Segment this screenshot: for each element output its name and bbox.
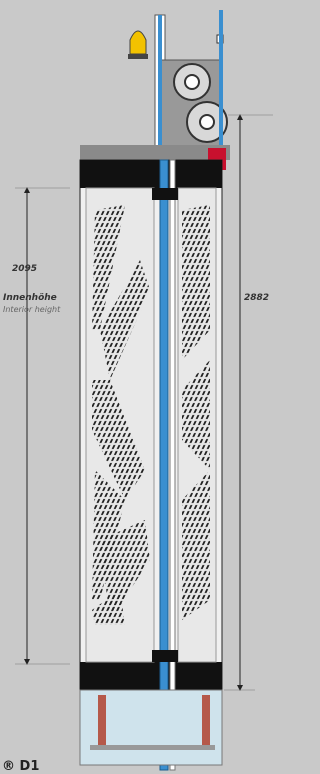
dimension-label: 2882 — [244, 293, 269, 303]
model-label: ® D1 — [2, 759, 39, 774]
dimension-label: 2095 — [12, 264, 37, 274]
dimension-caption-en: Interior height — [3, 305, 61, 314]
cabinet — [80, 160, 222, 770]
pit — [80, 690, 222, 765]
dimension-caption: Innenhöhe — [3, 293, 57, 303]
page: 2095 Innenhöhe Interior height 2882 ® D1… — [0, 0, 320, 774]
diagram: 2095 Innenhöhe Interior height 2882 ® D1 — [0, 0, 273, 774]
